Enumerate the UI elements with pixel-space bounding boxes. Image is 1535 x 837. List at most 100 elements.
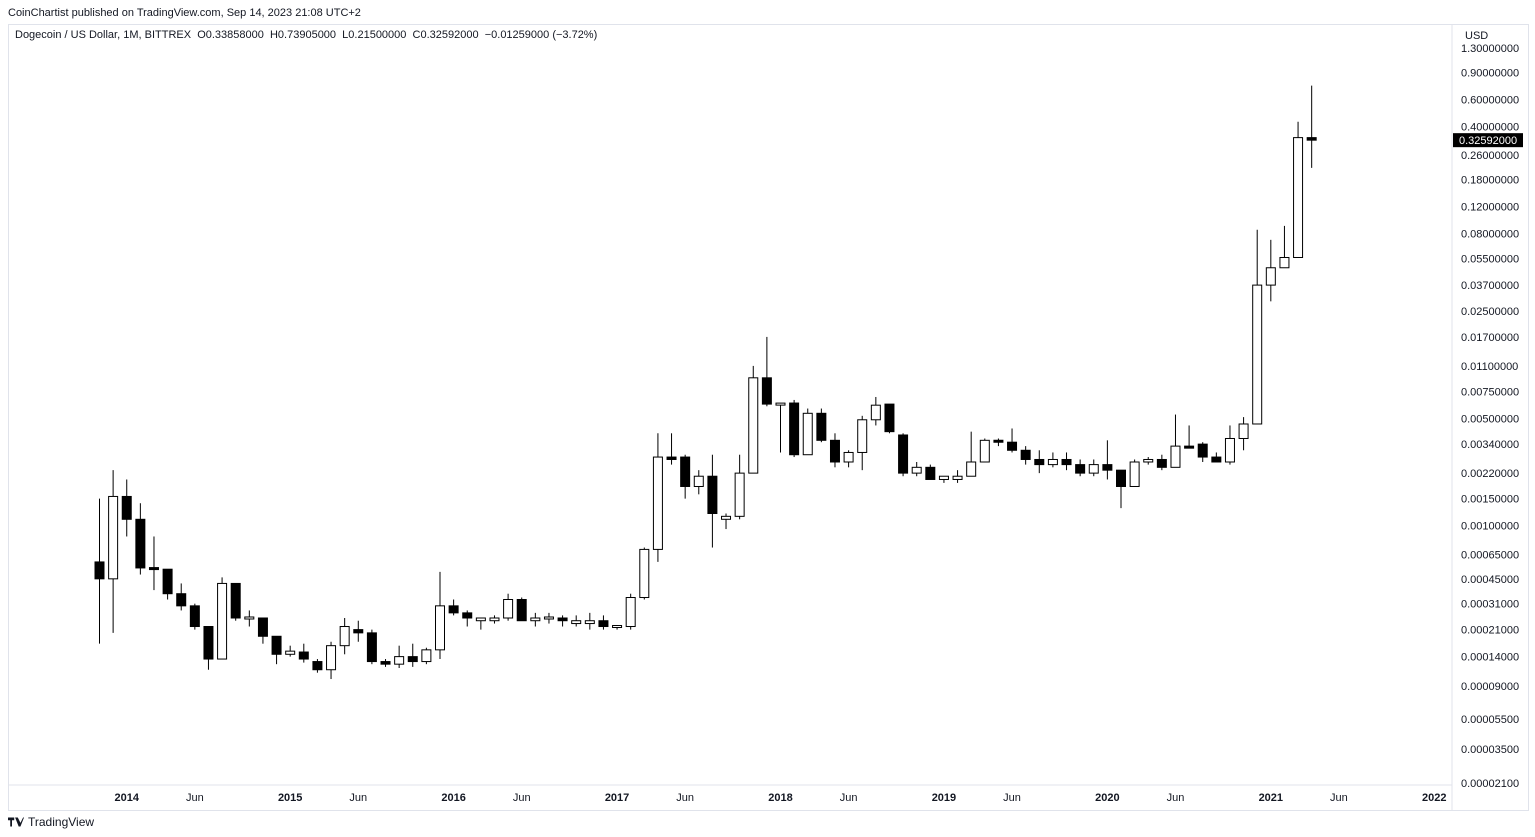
candle[interactable] [94, 498, 105, 644]
candle[interactable] [870, 396, 881, 426]
candle[interactable] [366, 629, 377, 665]
candle[interactable] [584, 612, 595, 630]
candle-body-up [571, 620, 582, 625]
footer-brand[interactable]: TradingView [8, 815, 94, 829]
candle[interactable] [1238, 417, 1249, 451]
price-axis[interactable]: 1.30000000 0.90000000 0.60000000 0.40000000… [1461, 43, 1519, 790]
candle[interactable] [257, 617, 268, 644]
candle[interactable] [435, 571, 445, 660]
candle[interactable] [516, 597, 527, 622]
candle[interactable] [1197, 442, 1208, 462]
candle[interactable] [966, 431, 977, 477]
candle[interactable] [816, 408, 827, 443]
candle[interactable] [353, 620, 364, 642]
candle[interactable] [802, 408, 813, 456]
candle-body-up [108, 495, 119, 580]
candle[interactable] [1047, 452, 1058, 468]
candle[interactable] [693, 470, 704, 495]
candle[interactable] [666, 433, 677, 465]
candle[interactable] [1143, 457, 1154, 465]
candle[interactable] [475, 617, 486, 630]
candle[interactable] [911, 461, 922, 477]
candle[interactable] [339, 617, 350, 655]
candle[interactable] [829, 433, 840, 468]
candle[interactable] [571, 615, 582, 627]
candle[interactable] [489, 615, 500, 624]
candle[interactable] [285, 645, 296, 657]
candle[interactable] [761, 336, 772, 407]
candle[interactable] [843, 450, 854, 468]
candle[interactable] [1088, 459, 1099, 477]
candle[interactable] [557, 615, 568, 627]
candle[interactable] [652, 433, 663, 562]
candle[interactable] [1279, 225, 1290, 269]
candle[interactable] [952, 470, 963, 483]
candle[interactable] [121, 479, 132, 537]
candle[interactable] [1102, 440, 1113, 480]
candle[interactable] [884, 403, 895, 434]
candle[interactable] [1129, 459, 1140, 487]
candle[interactable] [448, 599, 459, 616]
candle[interactable] [244, 610, 255, 627]
candle[interactable] [1293, 121, 1304, 258]
candle[interactable] [707, 454, 718, 548]
candle[interactable] [1265, 239, 1276, 302]
candle[interactable] [1170, 414, 1181, 468]
candle[interactable] [979, 438, 990, 463]
candle[interactable] [530, 612, 541, 627]
candle[interactable] [1184, 425, 1195, 449]
candle[interactable] [898, 433, 909, 477]
candle[interactable] [639, 547, 650, 600]
candle[interactable] [462, 610, 473, 627]
candle[interactable] [1224, 425, 1235, 465]
candle[interactable] [189, 603, 200, 630]
candle[interactable] [925, 464, 936, 480]
candle[interactable] [680, 454, 691, 499]
candle[interactable] [326, 641, 337, 680]
candle[interactable] [271, 635, 282, 665]
candle[interactable] [1211, 452, 1222, 463]
candle[interactable] [503, 593, 514, 621]
candle[interactable] [203, 626, 214, 670]
candle[interactable] [598, 615, 609, 630]
candle[interactable] [108, 470, 119, 633]
candle[interactable] [1116, 469, 1126, 509]
candle[interactable] [993, 438, 1004, 447]
candle[interactable] [230, 582, 241, 621]
candle[interactable] [135, 503, 146, 575]
candle[interactable] [1252, 229, 1263, 425]
candle[interactable] [625, 593, 636, 630]
candle[interactable] [1156, 454, 1167, 471]
candle[interactable] [394, 645, 405, 669]
candle[interactable] [162, 568, 173, 600]
candle[interactable] [380, 659, 391, 667]
candle-body-down [312, 661, 323, 671]
candle-body-up [1238, 423, 1249, 439]
candle[interactable] [312, 659, 323, 673]
candle[interactable] [721, 513, 732, 530]
candle[interactable] [148, 536, 159, 591]
candle[interactable] [612, 625, 623, 630]
candle[interactable] [176, 583, 187, 611]
candle[interactable] [1306, 85, 1317, 168]
candle[interactable] [734, 454, 745, 520]
chart-frame[interactable] [8, 24, 1529, 811]
candle-body-up [693, 475, 704, 487]
candle[interactable] [421, 647, 432, 665]
candle[interactable] [857, 415, 868, 471]
candle[interactable] [1007, 428, 1018, 453]
candle[interactable] [938, 475, 949, 483]
candle[interactable] [775, 402, 786, 453]
candle[interactable] [217, 577, 228, 660]
candle[interactable] [1020, 446, 1031, 465]
candle[interactable] [1034, 450, 1045, 474]
candle[interactable] [543, 612, 554, 624]
candle[interactable] [789, 399, 800, 458]
candle[interactable] [1075, 459, 1086, 477]
candle[interactable] [1061, 452, 1072, 471]
time-axis[interactable]: 2014 Jun 2015 Jun 2016 Jun 2017 Jun 2018 Jun 2019 J… [114, 792, 1446, 804]
candle[interactable] [748, 365, 759, 474]
candle[interactable] [407, 643, 418, 667]
candle[interactable] [298, 643, 309, 663]
